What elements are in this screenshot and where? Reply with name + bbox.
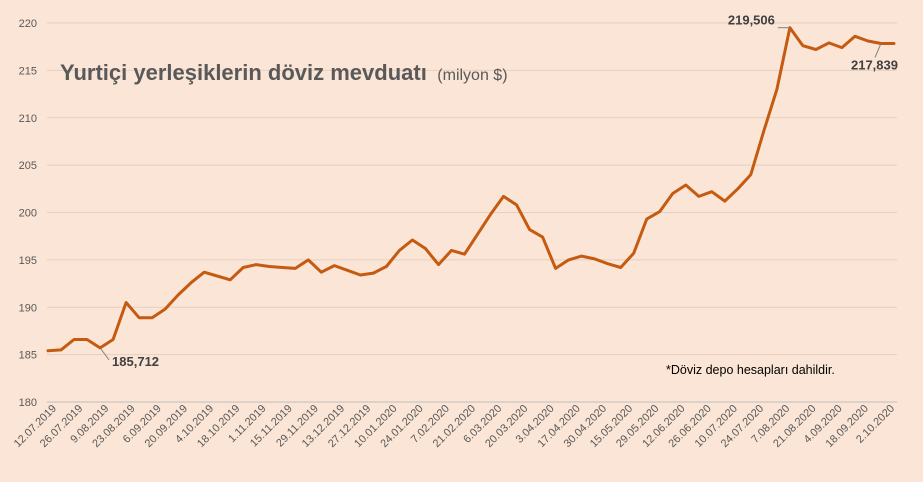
chart-note: *Döviz depo hesapları dahildir. xyxy=(666,363,835,377)
gridlines xyxy=(47,22,897,356)
y-axis: 180 185 190 195 200 205 210 215 220 xyxy=(19,18,37,409)
y-tick-label: 195 xyxy=(19,255,37,267)
data-label: 185,712 xyxy=(112,354,159,369)
y-tick-label: 215 xyxy=(19,65,37,77)
series xyxy=(46,26,896,353)
annotation-leader xyxy=(99,347,110,361)
y-tick-label: 185 xyxy=(19,350,37,362)
chart-title-main: Yurtiçi yerleşiklerin döviz mevduatı xyxy=(60,60,427,85)
data-label: 217,839 xyxy=(851,57,898,72)
y-tick-label: 220 xyxy=(19,18,37,30)
chart-subtitle: (milyon $) xyxy=(437,67,507,84)
chart-title: Yurtiçi yerleşiklerin döviz mevduatı (mi… xyxy=(60,60,508,85)
x-axis: 12.07.201926.07.20199.08.201923.08.20196… xyxy=(12,403,897,450)
y-tick-label: 190 xyxy=(19,302,37,314)
y-tick-label: 200 xyxy=(19,208,37,220)
data-label: 219,506 xyxy=(728,13,775,28)
annotation-leader xyxy=(874,43,882,58)
series-line xyxy=(46,26,896,353)
annotations: 185,712 219,506 217,839 xyxy=(99,13,898,369)
y-tick-label: 180 xyxy=(19,397,37,409)
y-tick-label: 205 xyxy=(19,160,37,172)
y-tick-label: 210 xyxy=(19,113,37,125)
